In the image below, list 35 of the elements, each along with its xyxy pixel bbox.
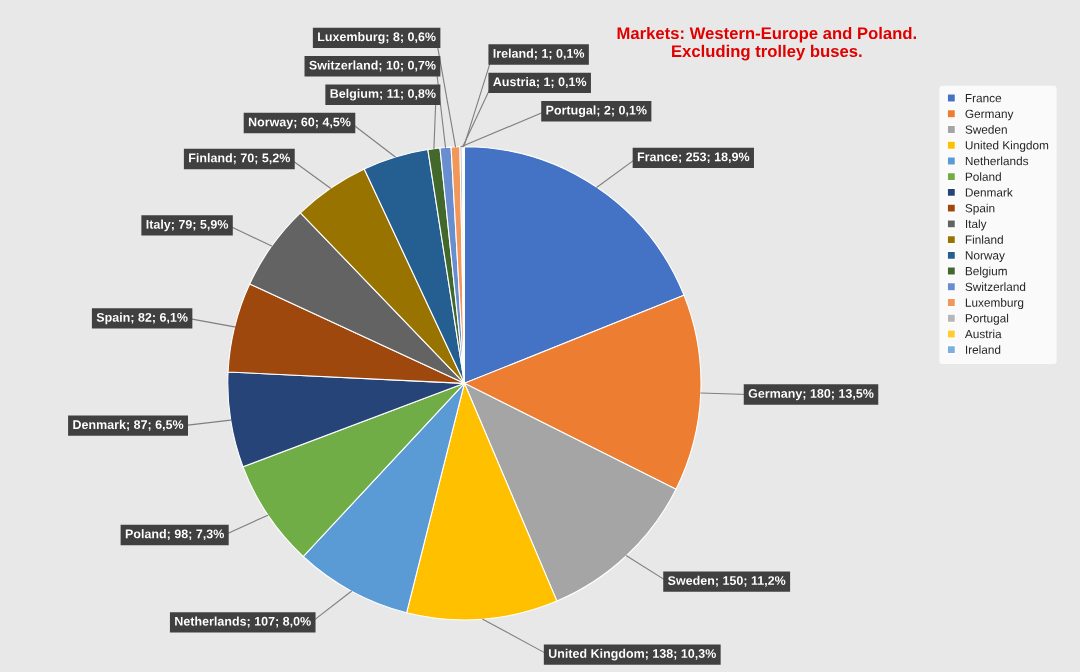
data-label: Germany; 180; 13,5%	[748, 389, 874, 401]
legend-label: Austria	[964, 329, 1002, 339]
legend-label: United Kingdom	[965, 140, 1049, 152]
data-label: Austria; 1; 0,1%	[493, 77, 587, 89]
legend-label: Netherlands	[965, 156, 1029, 166]
legend-label: Norway	[965, 251, 1005, 262]
data-label: Spain; 82; 6,1%	[96, 312, 188, 325]
data-label: Luxemburg; 8; 0,6%	[318, 32, 436, 44]
legend-label: Sweden	[965, 125, 1007, 134]
data-label: Sweden; 150; 11,2%	[667, 575, 786, 587]
data-label: Ireland; 1; 0,1%	[493, 48, 585, 60]
legend-label: France	[965, 94, 1002, 103]
legend-label: Germany	[965, 109, 1014, 121]
data-label: United Kingdom; 138; 10,3%	[548, 648, 716, 661]
legend-label: Portugal	[965, 313, 1009, 325]
data-label: France; 253; 18,9%	[637, 152, 750, 164]
legend-label: Finland	[965, 235, 1003, 244]
legend-label: Belgium	[965, 266, 1007, 278]
data-label: Netherlands; 107; 8,0%	[175, 616, 311, 628]
data-label: Norway; 60; 4,5%	[248, 117, 351, 129]
data-label: Denmark; 87; 6,5%	[73, 419, 184, 431]
data-label: Belgium; 11; 0,8%	[330, 88, 436, 101]
data-label: Italy; 79; 5,9%	[146, 219, 229, 232]
legend-label: Spain	[965, 203, 995, 215]
legend-label: Switzerland	[965, 282, 1026, 292]
legend-label: Poland	[965, 172, 1001, 181]
data-label: Portugal; 2; 0,1%	[546, 105, 647, 118]
legend-label: Denmark	[965, 187, 1013, 197]
data-label: Switzerland; 10; 0,7%	[309, 60, 436, 72]
legend-label: Italy	[965, 219, 987, 231]
data-label: Finland; 70; 5,2%	[189, 153, 291, 165]
legend-label: Ireland	[965, 345, 1001, 354]
legend-label: Luxemburg	[965, 298, 1024, 310]
data-label: Poland; 98; 7,3%	[125, 529, 224, 541]
chart-title: Markets: Western-Europe and Poland. Excluding trolley buses.	[617, 26, 917, 61]
